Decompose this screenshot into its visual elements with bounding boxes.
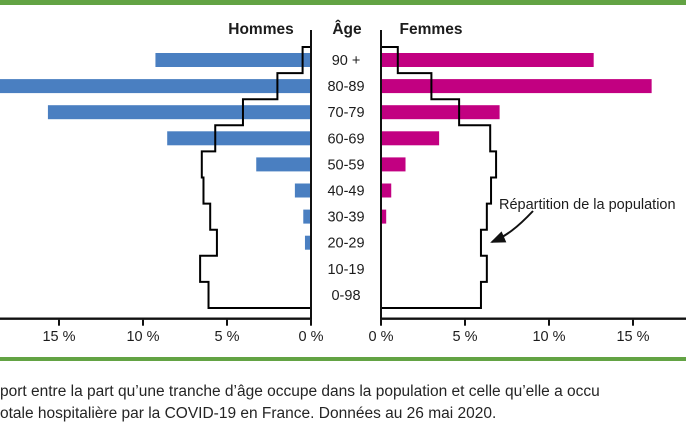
age-header: Âge [332,21,362,38]
caption-line-1: port entre la part qu’une tranche d’âge … [0,383,600,400]
bar-hommes-90+ [155,53,310,67]
bottom-green-rule [0,357,686,361]
left-tick-label-5: 5 % [215,329,240,345]
age-group-label: 60-69 [327,131,364,147]
age-group-label: 10-19 [327,262,364,278]
age-group-label: 40-49 [327,184,364,200]
bar-femmes-80-89 [382,79,652,94]
age-group-label: 70-79 [327,105,364,121]
age-group-label: 80-89 [327,79,364,95]
bar-femmes-30-39 [382,209,387,224]
top-green-rule [0,0,686,5]
age-group-label: 30-39 [327,210,364,226]
age-group-label: 20-29 [327,236,364,252]
bar-hommes-40-49 [294,183,310,198]
population-outline-femmes [381,46,498,309]
bar-hommes-20-29 [304,235,310,250]
right-tick-label-10: 10 % [532,329,565,345]
right-tick-label-15: 15 % [616,329,649,345]
left-tick-label-0: 0 % [299,329,324,345]
bar-hommes-30-39 [303,209,310,224]
population-outline-hommes [199,46,311,309]
hommes-header: Hommes [228,21,294,38]
right-tick-label-0: 0 % [369,329,394,345]
age-group-label: 0-98 [331,288,360,304]
bar-hommes-60-69 [167,131,310,146]
caption: port entre la part qu’une tranche d’âge … [0,381,686,424]
bar-hommes-50-59 [256,157,310,172]
bar-hommes-70-79 [47,105,311,120]
bar-femmes-50-59 [382,157,406,172]
population-pyramid-plot: 0 % 0 % 5 % 5 % 10 % 10 % 15 % 15 % 90 + 80-89 70-… [0,30,686,345]
population-outline-label: Répartition de la population [499,197,676,213]
bar-hommes-80-89 [0,79,310,94]
left-tick-label-10: 10 % [126,329,159,345]
femmes-header: Femmes [399,21,463,38]
right-tick-label-5: 5 % [453,329,478,345]
annotation-arrow-icon [490,210,534,243]
caption-line-2: otale hospitalière par la COVID-19 en Fr… [0,404,497,422]
bar-femmes-40-49 [382,183,392,198]
age-group-label: 50-59 [327,157,364,173]
left-tick-label-15: 15 % [42,329,75,345]
age-group-label: 90 + [332,53,361,69]
bar-femmes-70-79 [382,105,500,120]
bar-femmes-90+ [382,53,594,67]
bar-femmes-60-69 [382,131,440,146]
